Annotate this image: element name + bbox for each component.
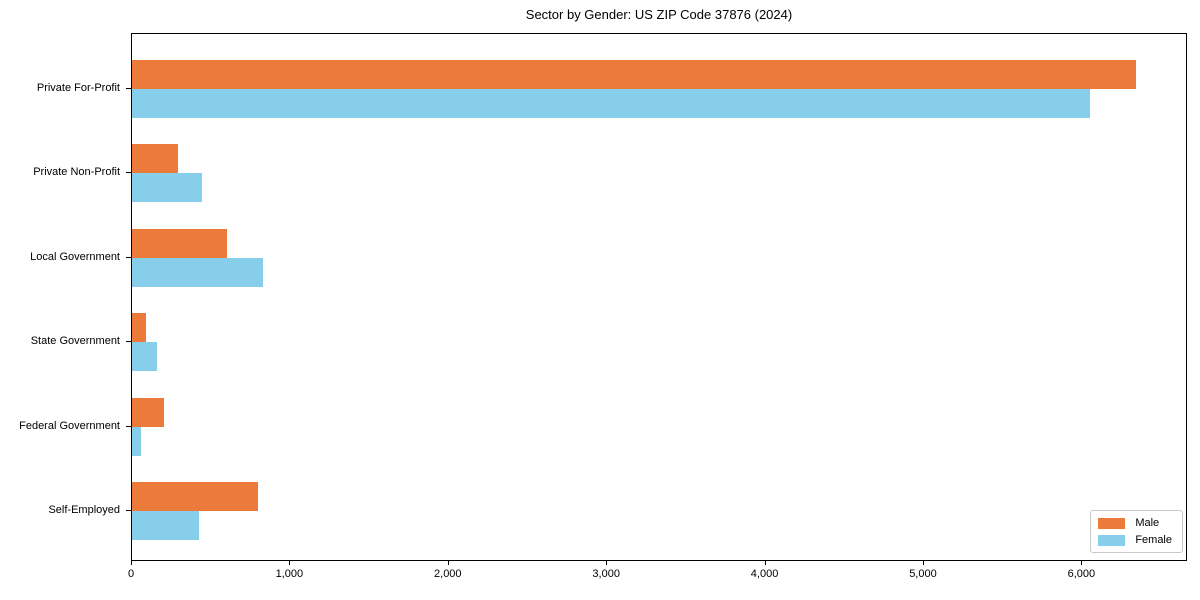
bar-female-6 — [132, 511, 200, 540]
x-tick-mark — [1081, 561, 1083, 565]
y-tick-mark — [126, 425, 131, 427]
x-tick-mark — [447, 561, 449, 565]
legend: Male Female — [1090, 510, 1183, 553]
bar-female-3 — [132, 257, 264, 287]
bar-female-2 — [132, 173, 203, 203]
y-tick-mark — [126, 256, 131, 258]
x-tick-label: 2,000 — [434, 568, 462, 580]
legend-label-male: Male — [1135, 517, 1160, 529]
x-tick-label: 6,000 — [1067, 568, 1096, 580]
bar-male-2 — [132, 144, 178, 174]
x-tick-mark — [289, 561, 291, 565]
legend-swatch-male-icon — [1098, 517, 1126, 529]
y-axis-label: State Government — [30, 335, 120, 348]
legend-item-male: Male — [1098, 517, 1172, 529]
x-tick-label: 4,000 — [750, 568, 779, 580]
y-axis-label: Self-Employed — [48, 504, 120, 516]
y-axis-label: Private For-Profit — [36, 82, 120, 94]
x-tick-mark — [922, 561, 924, 565]
bar-male-6 — [132, 482, 259, 511]
y-axis-label: Private Non-Profit — [33, 166, 120, 179]
legend-item-female: Female — [1098, 534, 1172, 546]
bar-male-3 — [132, 228, 227, 258]
y-tick-mark — [126, 172, 131, 174]
x-tick-label: 1,000 — [275, 568, 304, 580]
y-tick-mark — [126, 510, 131, 511]
y-tick-mark — [126, 341, 131, 343]
legend-swatch-female-icon — [1098, 534, 1126, 546]
x-tick-mark — [131, 561, 132, 565]
bar-male-4 — [132, 313, 147, 343]
plot-area: Male Female — [131, 33, 1187, 561]
x-tick-label: 3,000 — [592, 568, 620, 580]
chart-title: Sector by Gender: US ZIP Code 37876 (202… — [525, 7, 793, 22]
bar-male-5 — [132, 397, 164, 427]
y-tick-mark — [126, 88, 131, 89]
x-tick-label: 5,000 — [909, 568, 937, 580]
y-axis-label: Federal Government — [19, 419, 120, 432]
x-tick-mark — [764, 561, 766, 565]
y-axis-label: Local Government — [30, 250, 120, 263]
bar-female-5 — [132, 426, 141, 456]
bar-male-1 — [132, 60, 1136, 89]
bar-female-1 — [132, 89, 1091, 118]
x-tick-label: 0 — [127, 568, 135, 580]
x-tick-mark — [606, 561, 608, 565]
bar-female-4 — [132, 342, 158, 372]
legend-label-female: Female — [1135, 534, 1172, 546]
